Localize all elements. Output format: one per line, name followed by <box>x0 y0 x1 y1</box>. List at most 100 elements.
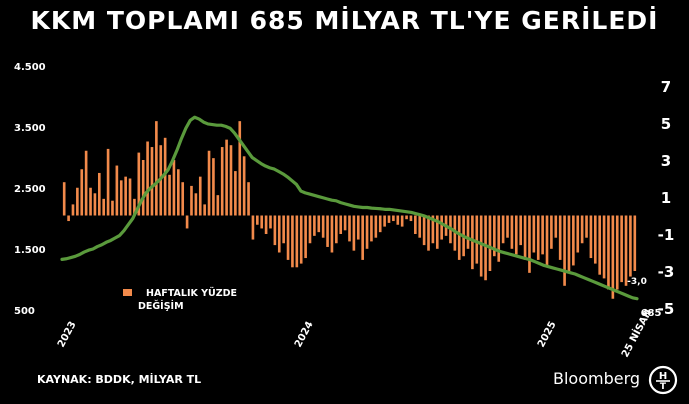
weekly-change-bar <box>93 193 97 216</box>
weekly-change-bar <box>580 215 584 244</box>
weekly-change-bar <box>137 152 141 216</box>
weekly-change-bar <box>396 215 400 225</box>
weekly-change-bar <box>598 215 601 275</box>
weekly-change-bar <box>225 139 228 216</box>
weekly-change-bar <box>242 156 246 216</box>
weekly-change-bar <box>607 215 610 290</box>
weekly-change-bar <box>479 215 483 277</box>
weekly-change-bar <box>611 215 615 299</box>
weekly-change-bar <box>181 182 185 216</box>
x-axis-label: 2025 <box>536 320 559 350</box>
weekly-change-bar <box>172 160 176 216</box>
weekly-change-bar <box>563 215 566 286</box>
weekly-change-bar <box>506 215 509 238</box>
weekly-change-bar <box>251 215 255 240</box>
weekly-change-bar <box>150 147 154 216</box>
weekly-change-bar <box>102 198 106 216</box>
weekly-change-bar <box>514 215 518 255</box>
svg-text:H: H <box>659 371 667 382</box>
weekly-change-bar <box>532 215 536 253</box>
x-axis-label: 2023 <box>56 320 79 350</box>
right-axis-tick: -1 <box>658 226 675 244</box>
right-axis-tick: 3 <box>661 152 671 170</box>
weekly-change-bar <box>585 215 588 238</box>
weekly-change-bar <box>168 174 171 216</box>
weekly-change-bar <box>163 137 167 216</box>
last-bar-label: -3,0 <box>627 277 647 287</box>
weekly-change-bar <box>124 176 127 216</box>
weekly-change-bar <box>440 215 443 240</box>
weekly-change-bar <box>326 215 329 247</box>
weekly-change-bar <box>633 215 637 271</box>
right-axis-tick: -5 <box>658 300 675 318</box>
weekly-change-bar <box>247 182 250 216</box>
weekly-change-bar <box>291 215 294 268</box>
weekly-change-bar <box>409 215 413 222</box>
weekly-change-bar <box>62 182 66 216</box>
weekly-change-bar <box>119 180 123 216</box>
weekly-change-bar <box>71 204 75 216</box>
weekly-change-bar <box>76 187 79 216</box>
weekly-change-bar <box>321 215 325 238</box>
weekly-change-bar <box>67 215 70 222</box>
weekly-change-bar <box>624 215 628 286</box>
weekly-change-bar <box>365 215 369 249</box>
weekly-change-bar <box>422 215 426 246</box>
weekly-change-bar <box>405 215 408 220</box>
brand-name: Bloomberg <box>553 369 641 388</box>
weekly-change-bar <box>392 215 395 222</box>
weekly-change-bar <box>361 215 364 260</box>
left-axis-tick: 4.500 <box>14 62 46 73</box>
right-axis-tick: -3 <box>658 263 675 281</box>
weekly-change-bar <box>97 172 101 216</box>
ht-logo-icon: H T <box>648 365 678 395</box>
weekly-change-bar <box>335 215 338 244</box>
weekly-change-bar <box>510 215 514 249</box>
weekly-change-bar <box>216 195 220 216</box>
weekly-change-bar <box>488 215 492 271</box>
weekly-change-bar <box>330 215 334 253</box>
weekly-change-bar <box>620 215 623 283</box>
weekly-change-bar <box>299 215 303 264</box>
weekly-change-bar <box>370 215 373 242</box>
weekly-change-bar <box>198 176 202 216</box>
weekly-change-bar <box>106 148 110 216</box>
weekly-change-bar <box>497 215 501 262</box>
weekly-change-bar <box>84 150 88 216</box>
weekly-change-bar <box>234 171 237 216</box>
weekly-change-bar <box>378 215 382 233</box>
right-axis-tick: 5 <box>661 115 671 133</box>
x-axis-label: 25 NİSAN <box>617 306 654 359</box>
weekly-change-bar <box>203 204 206 216</box>
weekly-change-bar <box>383 215 386 227</box>
left-axis-tick: 500 <box>14 306 35 317</box>
weekly-change-bar <box>418 215 422 238</box>
weekly-change-bar <box>238 121 242 216</box>
weekly-change-bar <box>304 215 307 259</box>
weekly-change-bar <box>576 215 580 253</box>
weekly-change-bar <box>400 215 404 227</box>
weekly-change-bar <box>282 215 285 244</box>
weekly-change-bar <box>115 165 119 216</box>
weekly-change-bar <box>89 187 92 216</box>
weekly-change-bar <box>339 215 343 234</box>
weekly-change-bar <box>558 215 562 260</box>
legend-label: HAFTALIK YÜZDE <box>146 288 237 299</box>
weekly-change-bar <box>466 215 470 249</box>
weekly-change-bar <box>317 215 321 233</box>
weekly-change-bar <box>484 215 487 281</box>
left-axis-tick: 2.500 <box>14 184 46 195</box>
left-axis-tick: 3.500 <box>14 123 46 134</box>
legend-swatch <box>123 289 132 296</box>
weekly-change-bar <box>593 215 597 264</box>
weekly-change-bar <box>80 169 84 216</box>
weekly-change-bar <box>414 215 417 234</box>
weekly-change-bar <box>190 185 193 216</box>
weekly-change-bar <box>264 215 268 234</box>
weekly-change-bar <box>457 215 461 260</box>
weekly-change-bar <box>229 145 233 216</box>
weekly-change-bar <box>471 215 474 270</box>
weekly-change-bar <box>111 200 114 216</box>
svg-text:T: T <box>660 382 667 392</box>
